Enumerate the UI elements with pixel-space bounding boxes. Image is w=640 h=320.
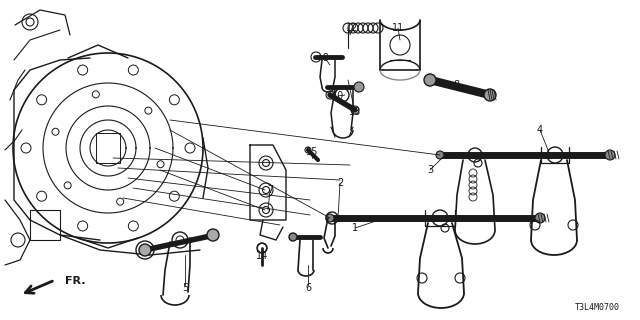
Text: 4: 4: [537, 125, 543, 135]
Circle shape: [289, 233, 297, 241]
Text: T3L4M0700: T3L4M0700: [575, 303, 620, 312]
Circle shape: [436, 151, 444, 159]
Text: 8: 8: [453, 80, 459, 90]
Circle shape: [535, 213, 545, 223]
Circle shape: [424, 74, 436, 86]
Text: 5: 5: [182, 283, 188, 293]
Text: 14: 14: [256, 251, 268, 261]
Text: 13: 13: [349, 107, 361, 117]
Text: 12: 12: [346, 23, 358, 33]
Text: 6: 6: [305, 283, 311, 293]
Text: 2: 2: [337, 178, 343, 188]
Text: 9: 9: [322, 53, 328, 63]
Circle shape: [605, 150, 615, 160]
Text: FR.: FR.: [65, 276, 86, 286]
Circle shape: [484, 89, 496, 101]
Circle shape: [207, 229, 219, 241]
Text: 3: 3: [427, 165, 433, 175]
Circle shape: [326, 214, 334, 222]
Text: 7: 7: [267, 185, 273, 195]
Text: 1: 1: [352, 223, 358, 233]
Circle shape: [139, 244, 151, 256]
Circle shape: [354, 82, 364, 92]
Text: 15: 15: [306, 147, 318, 157]
Text: 10: 10: [332, 91, 344, 101]
Text: 11: 11: [392, 23, 404, 33]
